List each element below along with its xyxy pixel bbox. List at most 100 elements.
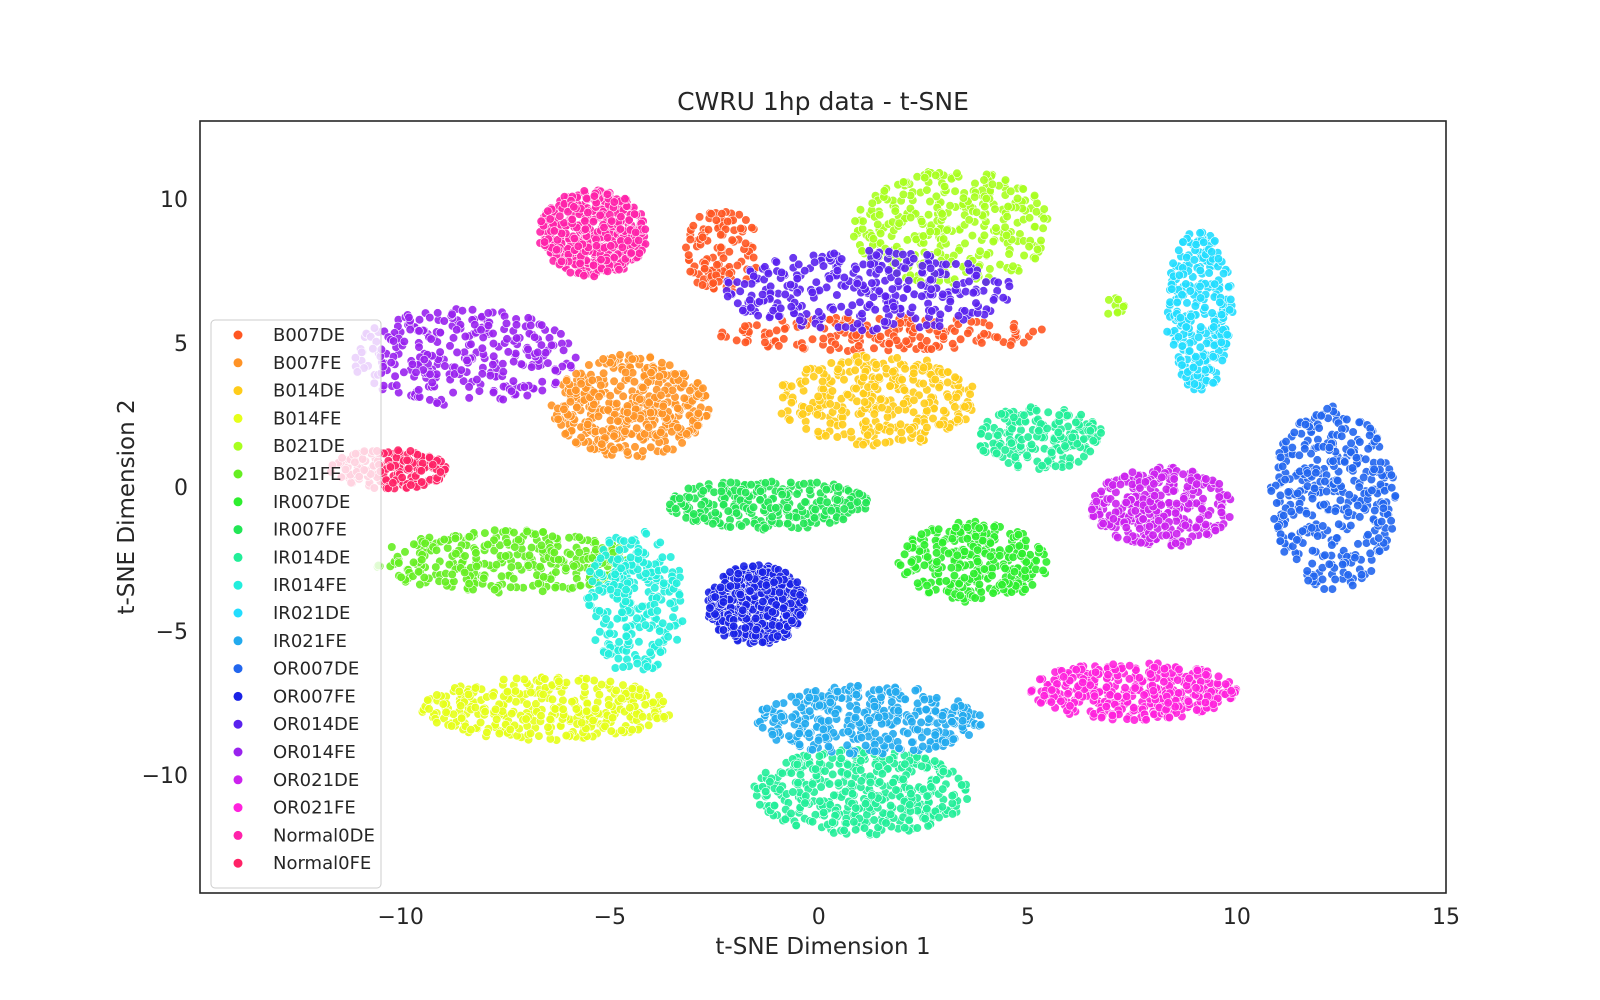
data-point-B021FE [553, 555, 564, 565]
data-point-B021FE [523, 560, 533, 571]
data-point-B007DE [712, 260, 722, 270]
data-point-B014DE [843, 390, 853, 400]
data-point-B021DE [1036, 236, 1046, 246]
data-point-IR021DE [1174, 245, 1184, 255]
data-point-IR014DE [1054, 410, 1064, 420]
data-point-OR007DE [1390, 491, 1400, 501]
data-point-B007FE [673, 423, 683, 433]
data-point-B014DE [943, 367, 953, 377]
data-point-IR014FE [621, 622, 631, 632]
data-point-IR007DE [1020, 584, 1030, 595]
data-point-OR007DE [1300, 444, 1310, 454]
data-point-B007FE [565, 397, 576, 407]
data-point-B007FE [665, 360, 675, 370]
data-point-IR021FE [874, 685, 884, 695]
data-point-IR007DE [985, 538, 996, 548]
data-point-IR021DE [1195, 281, 1205, 292]
data-point-B021FE [431, 562, 441, 572]
data-point-B021DE [1019, 250, 1029, 261]
data-point-OR007FE [718, 597, 729, 607]
data-point-B014FE [447, 721, 457, 731]
data-point-IR014DE [828, 769, 838, 780]
data-point-B014FE [638, 712, 648, 722]
data-point-B014FE [547, 694, 558, 705]
data-point-B014FE [494, 728, 505, 739]
data-point-B014DE [960, 402, 970, 412]
data-point-IR014FE [603, 649, 614, 659]
data-point-IR007FE [748, 502, 759, 512]
data-point-IR014FE [621, 585, 631, 595]
data-point-B007DE [992, 332, 1002, 342]
data-point-B021DE [867, 198, 877, 208]
data-point-B021DE [1004, 249, 1014, 259]
data-point-OR007DE [1337, 431, 1347, 441]
data-point-B014FE [423, 695, 433, 705]
data-point-IR021FE [794, 739, 805, 750]
data-point-IR007FE [689, 509, 699, 519]
data-point-IR014FE [674, 590, 685, 600]
data-point-B021FE [483, 539, 493, 550]
data-point-B007FE [640, 429, 650, 439]
data-point-IR021FE [964, 730, 974, 740]
data-point-OR007DE [1272, 498, 1282, 508]
data-point-B014FE [561, 730, 571, 741]
data-point-B014DE [870, 382, 880, 392]
data-point-OR007DE [1340, 457, 1350, 467]
data-point-IR014FE [642, 662, 653, 672]
data-point-B007FE [571, 369, 581, 379]
data-point-B021FE [550, 582, 560, 593]
data-point-B014DE [918, 363, 929, 373]
data-point-B007DE [708, 278, 718, 288]
data-point-B014DE [950, 372, 960, 382]
data-point-B014DE [833, 364, 843, 374]
data-point-B021DE [857, 224, 868, 234]
data-point-IR014DE [947, 791, 957, 801]
data-point-B021FE [460, 567, 470, 578]
data-point-IR014FE [658, 618, 668, 628]
data-point-IR014DE [962, 794, 972, 804]
data-point-B014FE [441, 707, 451, 717]
data-point-OR007DE [1365, 548, 1375, 559]
data-point-IR007DE [895, 560, 906, 570]
data-point-B007DE [706, 209, 716, 219]
data-point-IR021DE [1177, 290, 1187, 300]
data-point-B007DE [922, 336, 932, 346]
data-point-B021FE [506, 562, 516, 572]
data-point-B007FE [605, 391, 615, 401]
data-point-IR021FE [949, 702, 960, 712]
data-point-B021DE [985, 264, 995, 274]
data-point-B014FE [589, 675, 599, 686]
data-point-OR007FE [729, 621, 739, 631]
data-point-OR007DE [1316, 411, 1326, 421]
data-point-B007FE [630, 442, 640, 452]
data-point-IR014DE [896, 803, 906, 814]
data-point-OR007DE [1275, 536, 1285, 546]
data-point-IR021DE [1215, 297, 1225, 307]
data-point-B014FE [466, 725, 476, 735]
data-point-B014FE [627, 725, 637, 735]
data-point-IR021DE [1173, 332, 1184, 342]
data-point-OR007DE [1319, 500, 1329, 510]
data-point-B014FE [470, 702, 480, 713]
data-point-B021DE [988, 236, 998, 247]
data-point-IR021DE [1174, 270, 1184, 280]
data-point-B014DE [872, 438, 882, 448]
data-point-B021FE [501, 551, 511, 561]
data-point-B014DE [827, 386, 838, 396]
data-point-B014DE [861, 416, 871, 426]
data-point-IR014DE [1088, 436, 1098, 446]
data-point-B014DE [852, 396, 862, 406]
data-point-B021DE [950, 186, 960, 196]
data-point-IR007DE [919, 560, 930, 570]
data-point-IR021DE [1172, 297, 1182, 308]
data-point-IR021FE [771, 699, 781, 709]
data-point-OR007DE [1277, 461, 1288, 472]
data-point-IR014FE [663, 632, 673, 642]
data-point-B014FE [454, 686, 464, 697]
data-point-B014FE [480, 707, 490, 717]
data-point-B014DE [880, 438, 891, 448]
data-point-IR021FE [856, 732, 867, 743]
data-point-B014FE [658, 696, 668, 707]
data-point-B014DE [935, 419, 945, 430]
data-point-B021DE [925, 227, 935, 237]
